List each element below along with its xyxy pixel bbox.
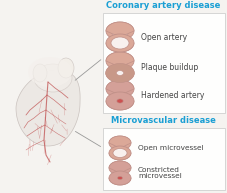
Ellipse shape xyxy=(118,166,122,170)
Ellipse shape xyxy=(34,64,72,92)
Polygon shape xyxy=(106,52,134,82)
Ellipse shape xyxy=(106,64,134,82)
Ellipse shape xyxy=(118,176,122,179)
Text: Microvascular disease: Microvascular disease xyxy=(111,116,215,125)
Ellipse shape xyxy=(109,136,131,150)
Ellipse shape xyxy=(28,57,72,87)
Text: Open artery: Open artery xyxy=(141,32,187,41)
Polygon shape xyxy=(106,80,134,110)
Polygon shape xyxy=(106,22,134,52)
Text: Plaque buildup: Plaque buildup xyxy=(141,63,198,71)
Ellipse shape xyxy=(106,63,134,83)
Ellipse shape xyxy=(106,22,134,40)
Text: Hardened artery: Hardened artery xyxy=(141,91,204,100)
Ellipse shape xyxy=(33,64,47,82)
Ellipse shape xyxy=(106,92,134,110)
Ellipse shape xyxy=(109,146,131,160)
FancyBboxPatch shape xyxy=(103,128,225,190)
Ellipse shape xyxy=(117,87,123,91)
Polygon shape xyxy=(16,70,80,146)
Text: Open microvessel: Open microvessel xyxy=(138,145,204,151)
Ellipse shape xyxy=(111,37,129,49)
Ellipse shape xyxy=(117,99,123,103)
Ellipse shape xyxy=(109,171,131,185)
Ellipse shape xyxy=(113,148,127,157)
Ellipse shape xyxy=(58,58,74,78)
FancyBboxPatch shape xyxy=(103,13,225,113)
Ellipse shape xyxy=(115,58,125,64)
Ellipse shape xyxy=(106,34,134,52)
Ellipse shape xyxy=(111,25,129,37)
Ellipse shape xyxy=(109,161,131,175)
Polygon shape xyxy=(109,136,131,160)
Ellipse shape xyxy=(113,139,127,147)
Ellipse shape xyxy=(106,80,134,98)
Ellipse shape xyxy=(106,52,134,70)
Text: Constricted
microvessel: Constricted microvessel xyxy=(138,167,182,179)
Ellipse shape xyxy=(116,71,123,75)
Text: Coronary artery disease: Coronary artery disease xyxy=(106,1,220,10)
Polygon shape xyxy=(109,161,131,185)
